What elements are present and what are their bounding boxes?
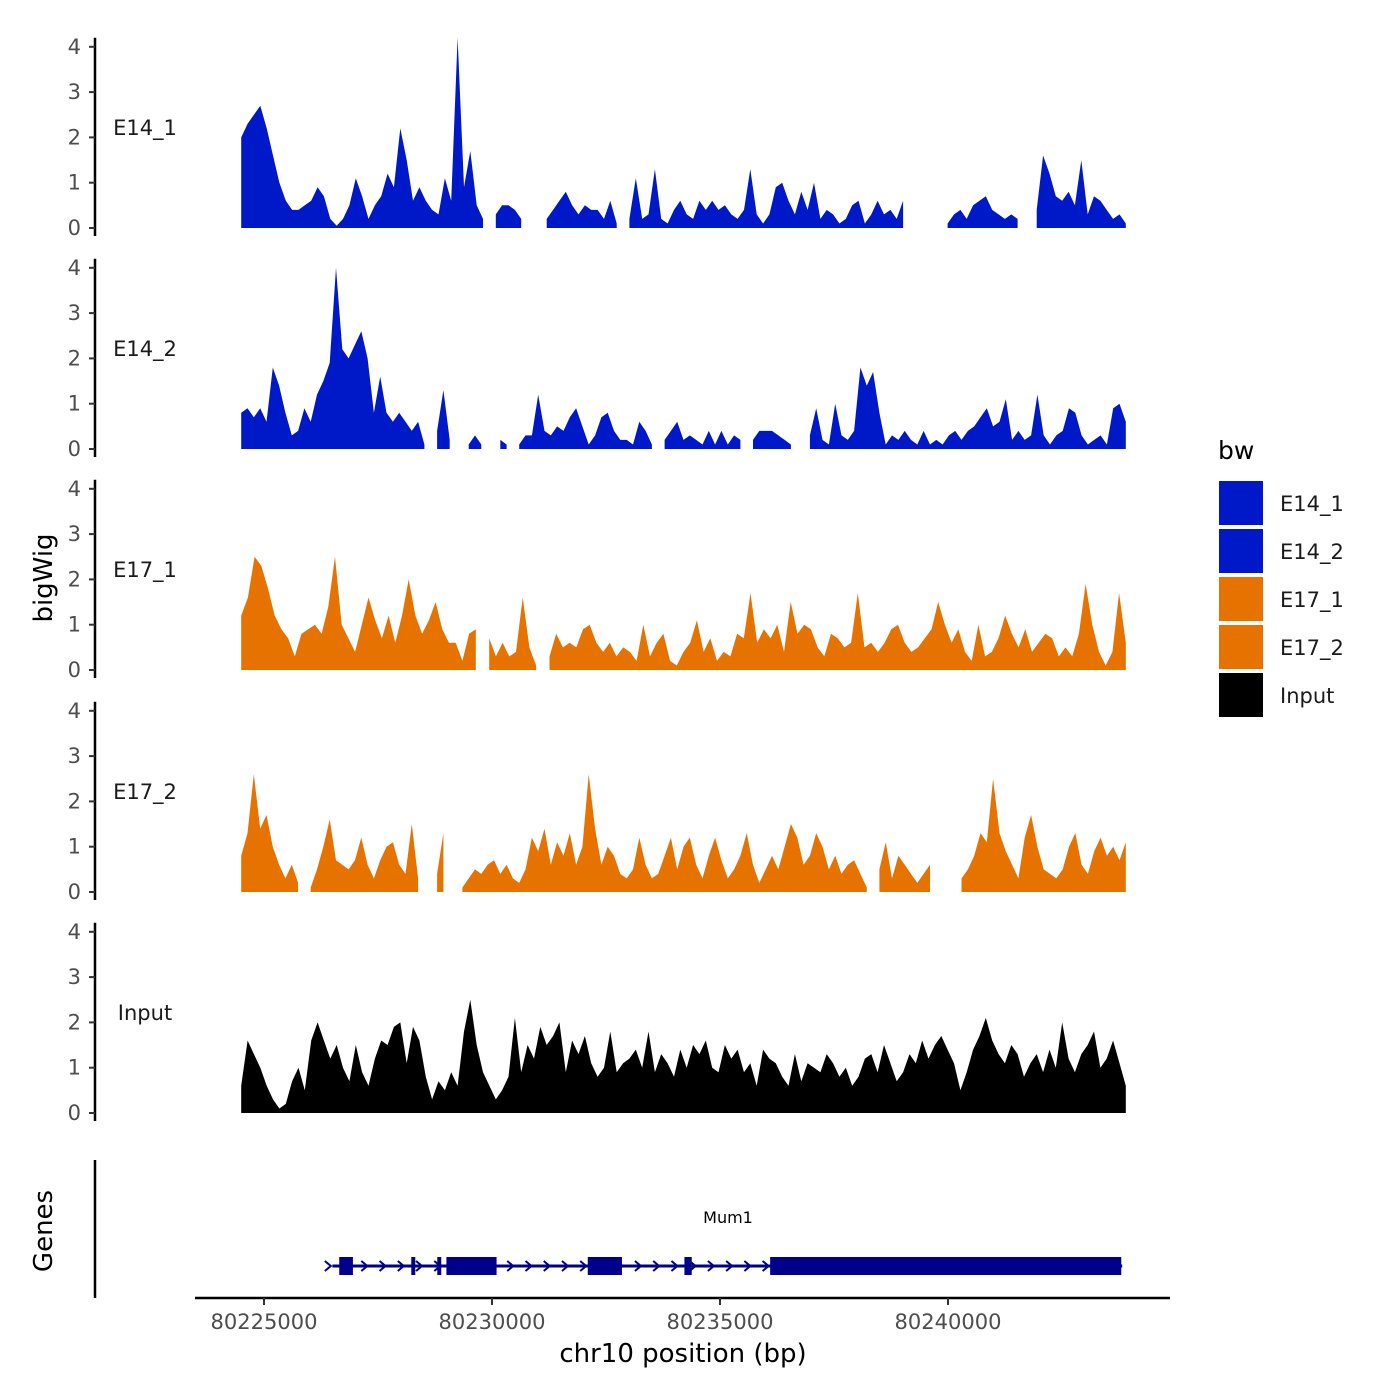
strand-arrow: [360, 1260, 369, 1272]
strand-arrow: [725, 1260, 734, 1272]
y-tick-label: 2: [68, 567, 81, 591]
strand-arrow: [397, 1260, 406, 1272]
track-panel-e17_2: 0 1 2 3 4 E17_2: [68, 699, 1126, 904]
track-panel-e17_1: 0 1 2 3 4 E17_1: [68, 477, 1126, 682]
y-tick-label: 2: [68, 789, 81, 813]
area-series-input: [241, 999, 1126, 1113]
area-series-e14_1: [241, 37, 1126, 229]
strand-arrow: [524, 1260, 534, 1272]
y-tick-label: 4: [68, 699, 81, 723]
strand-arrow: [707, 1260, 716, 1272]
area-series-e17_1: [241, 556, 1126, 670]
exon-block: [446, 1257, 497, 1275]
legend: bw E14_1 E14_2 E17_1 E17_2 Input: [1218, 436, 1344, 717]
y-axis-title: bigWig: [29, 533, 59, 622]
y-tick-label: 0: [68, 658, 81, 682]
y-tick-label: 1: [68, 613, 81, 637]
track-panel-e14_2: 0 1 2 3 4 E14_2: [68, 256, 1126, 461]
strand-arrow: [324, 1260, 333, 1272]
track-label: E14_2: [113, 337, 177, 362]
x-axis: 80225000 80230000 80235000 80240000: [195, 1296, 1170, 1334]
y-tick-label: 0: [68, 880, 81, 904]
legend-swatch-e17_1: [1219, 577, 1263, 621]
area-series-e14_2: [241, 267, 1126, 449]
strand-arrow: [378, 1260, 388, 1272]
track-panel-e14_1: 0 1 2 3 4 E14_1: [68, 35, 1126, 240]
y-tick-label: 3: [68, 744, 81, 768]
legend-label-e14_1: E14_1: [1280, 492, 1344, 517]
x-tick-label: 80235000: [667, 1310, 774, 1334]
y-tick-label: 1: [68, 392, 81, 416]
strand-arrow: [670, 1260, 679, 1272]
track-label: E14_1: [113, 116, 177, 141]
bigwig-panels: 0 1 2 3 4 E14_1 0 1 2 3 4 E14_2 0 1 2 3 4 E17_1 0 1 2 3 4 E17_2…: [68, 35, 1126, 1125]
y-tick-label: 2: [68, 1010, 81, 1034]
y-tick-label: 0: [68, 216, 81, 240]
y-tick-label: 3: [68, 301, 81, 325]
exon-block: [411, 1257, 416, 1275]
strand-arrow: [561, 1260, 570, 1272]
strand-arrow: [579, 1260, 588, 1272]
exon-block: [587, 1257, 622, 1275]
y-tick-label: 0: [68, 1101, 81, 1125]
strand-arrow: [543, 1260, 552, 1272]
track-label: E17_2: [113, 780, 177, 805]
legend-label-input: Input: [1280, 684, 1334, 708]
y-tick-label: 0: [68, 437, 81, 461]
y-tick-label: 4: [68, 256, 81, 280]
y-tick-label: 3: [68, 965, 81, 989]
x-tick-label: 80230000: [439, 1310, 546, 1334]
exon-block: [770, 1257, 1122, 1275]
legend-swatch-e17_2: [1219, 625, 1263, 669]
area-series-e17_2: [241, 774, 1126, 892]
track-panel-input: 0 1 2 3 4 Input: [68, 920, 1126, 1125]
y-tick-label: 3: [68, 80, 81, 104]
x-tick-label: 80225000: [211, 1310, 318, 1334]
legend-label-e17_1: E17_1: [1280, 588, 1344, 613]
strand-arrow: [652, 1260, 661, 1272]
y-tick-label: 4: [68, 920, 81, 944]
y-tick-label: 1: [68, 835, 81, 859]
y-tick-label: 3: [68, 522, 81, 546]
exon-block: [437, 1257, 442, 1275]
y-tick-label: 1: [68, 171, 81, 195]
legend-swatch-e14_2: [1219, 529, 1263, 573]
strand-arrow: [506, 1260, 515, 1272]
exon-block: [339, 1257, 353, 1275]
exon-block: [684, 1257, 692, 1275]
legend-swatch-e14_1: [1219, 481, 1263, 525]
track-label: E17_1: [113, 558, 177, 583]
gene-name-label: Mum1: [703, 1208, 753, 1227]
genes-axis-title: Genes: [29, 1190, 59, 1272]
x-tick-label: 80240000: [895, 1310, 1002, 1334]
strand-arrow: [761, 1260, 771, 1272]
y-tick-label: 4: [68, 35, 81, 59]
y-tick-label: 2: [68, 125, 81, 149]
legend-swatch-input: [1219, 673, 1263, 717]
strand-arrow: [743, 1260, 752, 1272]
legend-label-e17_2: E17_2: [1280, 636, 1344, 661]
gene-panel: Mum1: [93, 1160, 1123, 1298]
legend-label-e14_2: E14_2: [1280, 540, 1344, 565]
y-tick-label: 4: [68, 477, 81, 501]
legend-title: bw: [1218, 436, 1254, 465]
y-tick-label: 2: [68, 346, 81, 370]
y-tick-label: 1: [68, 1056, 81, 1080]
strand-arrow: [634, 1260, 643, 1272]
strand-arrow: [415, 1260, 424, 1272]
track-label: Input: [118, 1001, 172, 1025]
x-axis-title: chr10 position (bp): [559, 1339, 806, 1369]
